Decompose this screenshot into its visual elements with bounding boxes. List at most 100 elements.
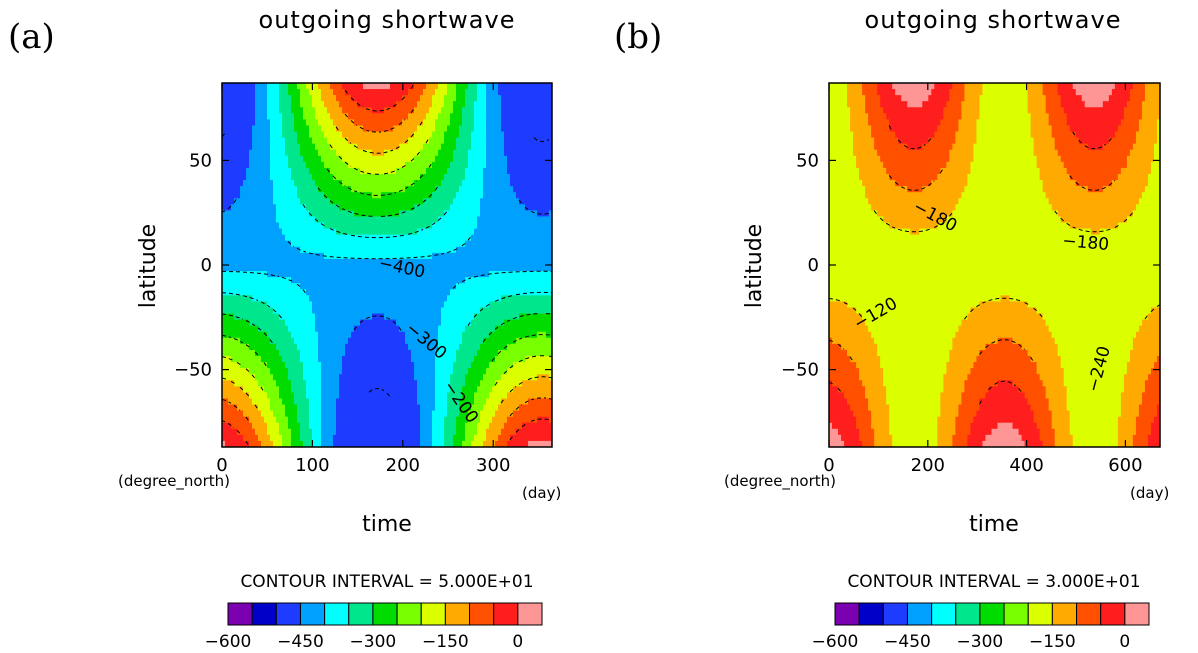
field-cell: [258, 107, 262, 114]
field-cell: [507, 222, 511, 230]
field-cell: [504, 301, 508, 309]
field-cell: [519, 246, 523, 254]
field-cell: [231, 107, 235, 114]
field-cell: [345, 210, 349, 218]
field-cell: [273, 295, 277, 302]
field-cell: [264, 228, 268, 236]
field-cell: [408, 319, 412, 327]
field-cell: [375, 277, 379, 284]
field-cell: [543, 319, 547, 327]
field-cell: [543, 167, 547, 175]
field-cell: [396, 228, 400, 236]
field-cell: [477, 180, 481, 187]
field-cell: [237, 192, 241, 199]
field-cell: [507, 325, 511, 333]
field-cell: [537, 131, 541, 139]
field-cell: [240, 89, 244, 96]
field-cell: [522, 283, 526, 290]
field-cell: [345, 252, 349, 260]
field-cell: [501, 83, 505, 90]
field-cell: [228, 271, 232, 278]
field-cell: [354, 356, 358, 363]
field-cell: [225, 192, 229, 199]
field-cell: [234, 277, 238, 284]
field-cell: [486, 265, 490, 272]
field-cell: [282, 295, 286, 302]
field-cell: [324, 222, 328, 230]
field-cell: [360, 186, 364, 193]
field-cell: [309, 174, 313, 181]
field-cell: [273, 149, 277, 157]
field-cell: [342, 119, 346, 127]
field-cell: [423, 125, 427, 133]
field-cell: [525, 289, 529, 296]
field-cell: [363, 89, 367, 96]
field-cell: [351, 289, 355, 296]
field-cell: [525, 113, 529, 120]
field-cell: [294, 95, 298, 102]
field-cell: [276, 143, 280, 151]
field-cell: [372, 143, 376, 151]
field-cell: [492, 228, 496, 236]
field-cell: [246, 313, 250, 321]
field-cell: [270, 167, 274, 175]
field-cell: [426, 283, 430, 290]
field-cell: [453, 271, 457, 278]
field-cell: [504, 216, 508, 224]
field-cell: [333, 295, 337, 302]
field-cell: [441, 131, 445, 139]
field-cell: [501, 89, 505, 96]
field-cell: [513, 167, 517, 175]
field-cell: [339, 246, 343, 254]
field-cell: [222, 252, 226, 260]
field-cell: [408, 180, 412, 187]
field-cell: [480, 131, 484, 139]
field-cell: [345, 131, 349, 139]
field-cell: [303, 143, 307, 151]
field-cell: [366, 283, 370, 290]
field-cell: [462, 204, 466, 211]
field-cell: [282, 343, 286, 351]
field-cell: [390, 174, 394, 181]
field-cell: [243, 246, 247, 254]
field-cell: [525, 174, 529, 181]
field-cell: [420, 95, 424, 102]
field-cell: [474, 204, 478, 211]
field-cell: [507, 204, 511, 211]
field-cell: [237, 313, 241, 321]
field-cell: [519, 216, 523, 224]
field-cell: [357, 113, 361, 120]
panel-a-label: (a): [8, 17, 55, 57]
field-cell: [264, 234, 268, 242]
field-cell: [381, 180, 385, 187]
field-cell: [354, 222, 358, 230]
field-cell: [423, 210, 427, 218]
field-cell: [459, 349, 463, 357]
field-cell: [279, 337, 283, 345]
field-cell: [303, 222, 307, 230]
field-cell: [255, 95, 259, 102]
field-cell: [243, 307, 247, 315]
field-cell: [231, 137, 235, 145]
field-cell: [336, 119, 340, 127]
field-cell: [393, 246, 397, 254]
field-cell: [303, 301, 307, 309]
field-cell: [369, 252, 373, 260]
field-cell: [240, 313, 244, 321]
field-cell: [450, 349, 454, 357]
field-cell: [537, 325, 541, 333]
field-cell: [513, 95, 517, 102]
field-cell: [228, 246, 232, 254]
field-cell: [261, 356, 265, 363]
field-cell: [534, 331, 538, 339]
field-cell: [474, 143, 478, 151]
field-cell: [348, 101, 352, 108]
field-cell: [405, 325, 409, 333]
field-cell: [537, 258, 541, 266]
field-cell: [312, 107, 316, 114]
field-cell: [252, 313, 256, 321]
field-cell: [477, 331, 481, 339]
field-cell: [540, 301, 544, 309]
field-cell: [495, 349, 499, 357]
field-cell: [534, 252, 538, 260]
